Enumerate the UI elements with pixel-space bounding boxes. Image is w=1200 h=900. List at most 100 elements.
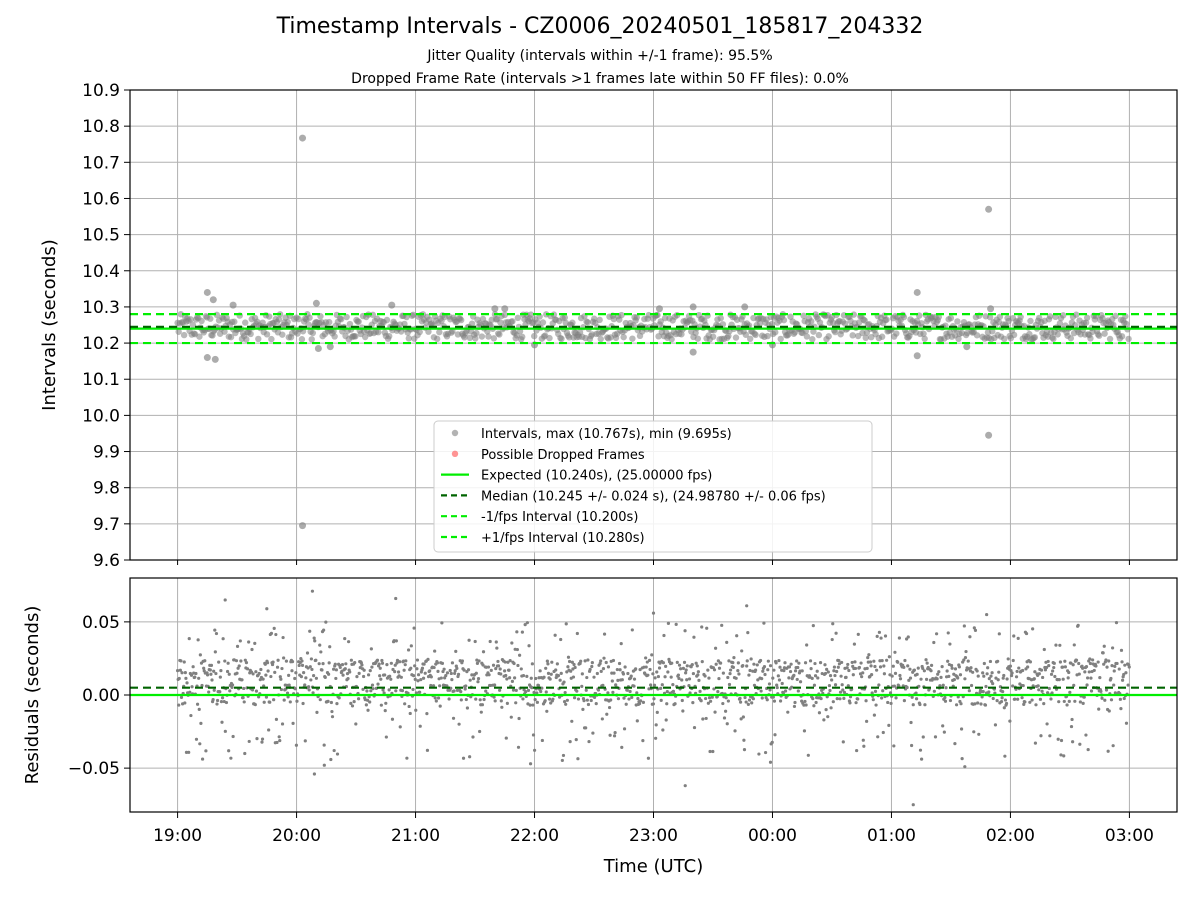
residual-point — [835, 669, 839, 674]
residual-point — [343, 667, 347, 671]
residual-point — [403, 663, 407, 667]
residual-point — [1024, 631, 1029, 636]
residual-point — [1098, 676, 1102, 680]
residual-point — [509, 715, 513, 719]
residual-point — [456, 672, 461, 676]
residual-point — [530, 662, 534, 666]
residual-point — [669, 675, 673, 679]
interval-point — [436, 328, 443, 336]
residual-point — [209, 672, 213, 676]
residual-point — [953, 742, 957, 746]
residual-point — [182, 660, 186, 664]
residual-point — [200, 757, 205, 761]
residual-point — [481, 663, 485, 667]
residual-point — [1110, 646, 1115, 650]
residual-point — [571, 675, 576, 679]
residual-point — [641, 700, 646, 704]
residual-point — [415, 658, 420, 662]
residual-point — [936, 672, 940, 676]
residual-point — [1008, 664, 1013, 668]
x-tick-label: 22:00 — [510, 826, 559, 846]
residual-point — [972, 730, 976, 734]
y-tick-label: 10.9 — [82, 81, 120, 101]
residual-point — [601, 683, 605, 687]
residual-point — [1103, 698, 1107, 702]
residual-point — [667, 657, 671, 661]
residual-point — [870, 673, 874, 677]
residual-point — [411, 687, 415, 692]
residual-point — [282, 698, 286, 702]
residual-point — [661, 728, 665, 732]
residual-point — [802, 729, 807, 733]
residual-point — [650, 653, 654, 657]
residual-point — [189, 713, 193, 718]
interval-point — [1010, 331, 1018, 339]
residual-point — [613, 731, 617, 735]
residual-point — [851, 673, 855, 677]
interval-point — [180, 331, 188, 339]
residual-point — [692, 725, 697, 730]
residual-point — [379, 677, 383, 681]
residual-point — [944, 686, 948, 690]
residual-point — [580, 672, 584, 676]
residual-point — [414, 708, 418, 712]
y-tick-label: 9.8 — [93, 479, 120, 499]
residual-point — [855, 748, 859, 753]
residual-point — [234, 659, 239, 663]
residual-point — [670, 661, 674, 665]
residual-point — [623, 665, 627, 669]
interval-point — [935, 313, 943, 321]
residual-point — [215, 702, 219, 706]
residual-point — [204, 749, 208, 753]
residual-point — [527, 644, 531, 648]
residual-point — [688, 691, 692, 695]
residual-point — [514, 688, 518, 692]
y-tick-label: 9.6 — [93, 551, 120, 571]
interval-point — [1087, 335, 1094, 342]
residual-point — [235, 671, 239, 675]
interval-point — [346, 320, 354, 328]
residual-point — [826, 670, 830, 674]
residual-point — [569, 669, 573, 673]
residual-point — [1036, 684, 1040, 688]
residual-point — [768, 688, 772, 692]
residual-point — [706, 701, 710, 705]
residual-point — [691, 700, 695, 705]
residual-point — [481, 650, 486, 654]
residual-point — [752, 683, 757, 687]
residual-point — [295, 699, 299, 703]
residual-point — [864, 699, 868, 703]
residual-point — [512, 661, 516, 666]
residual-point — [665, 690, 669, 694]
residual-point — [710, 695, 714, 699]
residual-point — [368, 700, 372, 704]
residual-point — [250, 688, 255, 692]
interval-point — [841, 320, 849, 327]
interval-point — [832, 328, 839, 336]
interval-point — [514, 314, 522, 322]
residual-point — [943, 699, 948, 703]
residual-point — [921, 666, 925, 671]
residual-point — [307, 688, 311, 692]
legend-box — [433, 420, 873, 553]
residual-point — [1059, 738, 1064, 743]
residual-point — [808, 659, 813, 663]
residual-point — [280, 722, 285, 726]
residual-point — [762, 621, 766, 625]
residual-point — [395, 661, 399, 665]
residual-point — [721, 701, 725, 706]
residual-point — [599, 669, 603, 673]
residual-point — [651, 702, 656, 706]
residual-point — [828, 674, 833, 678]
interval-point — [331, 333, 338, 340]
residual-point — [572, 662, 576, 667]
interval-point — [299, 134, 307, 142]
residual-point — [184, 676, 188, 680]
residual-point — [1110, 664, 1114, 668]
residual-point — [1051, 669, 1055, 673]
residual-point — [813, 674, 818, 678]
residual-point — [309, 678, 313, 682]
residual-point — [506, 660, 510, 664]
residual-point — [328, 645, 332, 649]
residual-point — [408, 711, 412, 716]
